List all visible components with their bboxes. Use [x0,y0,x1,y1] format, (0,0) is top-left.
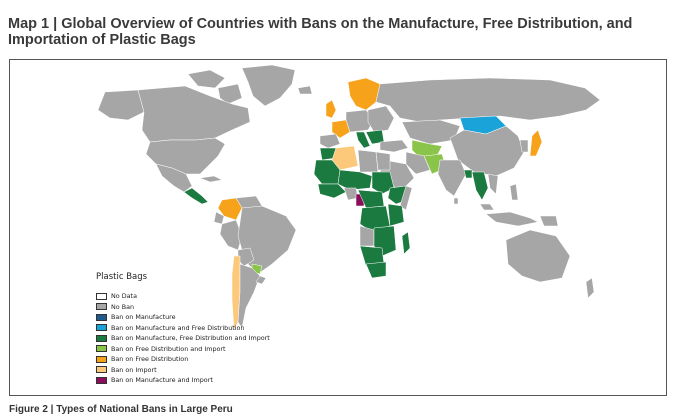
legend-item: Ban on Manufacture and Free Distribution [96,323,270,334]
egypt [375,151,391,171]
legend-item: No Data [96,291,270,302]
uk [325,99,337,119]
legend-swatch [96,345,107,353]
mexico [155,163,193,193]
spain-portugal [319,133,341,149]
legend-label: No Ban [111,302,135,311]
south-africa [365,261,387,279]
papua-new-guinea [539,215,559,227]
myanmar-thailand [471,171,489,201]
west-africa-coast [317,183,347,199]
legend-item: Ban on Manufacture, Free Distribution an… [96,333,270,344]
map-title: Map 1 | Global Overview of Countries wit… [8,16,633,48]
legend-label: Ban on Import [111,365,157,374]
algeria [331,145,359,171]
philippines [509,183,519,201]
legend-swatch [96,376,107,384]
legend-swatch [96,355,107,363]
east-africa [387,203,405,227]
legend-swatch [96,334,107,342]
bangladesh [463,169,473,179]
vietnam-laos [487,173,499,195]
iceland [297,85,313,95]
libya [357,149,379,173]
legend-label: Ban on Manufacture, Free Distribution an… [111,334,270,343]
canada-arctic-islands [187,69,226,89]
canada-arctic-islands-2 [217,83,243,105]
legend-label: Ban on Manufacture [111,313,176,322]
turkey [379,139,409,153]
france [331,119,351,139]
map-legend: Plastic Bags No Data No Ban Ban on Manuf… [96,272,270,386]
new-zealand [585,277,595,299]
map-frame: Plastic Bags No Data No Ban Ban on Manuf… [9,59,667,396]
legend-swatch [96,366,107,374]
figure-caption: Figure 2 | Types of National Bans in Lar… [9,404,233,415]
central-america [183,187,209,205]
niger-chad [337,169,373,191]
italy [355,131,371,149]
legend-label: Ban on Free Distribution [111,355,189,364]
malaysia [479,203,495,211]
sri-lanka [453,197,459,205]
cuba [199,175,223,183]
uruguay [255,275,267,285]
legend-item: Ban on Manufacture and Import [96,375,270,386]
canada [137,85,251,143]
central-europe [345,109,375,133]
legend-item: Ban on Free Distribution [96,354,270,365]
legend-item: No Ban [96,302,270,313]
world-map [97,64,601,331]
legend-label: Ban on Free Distribution and Import [111,344,226,353]
eastern-europe [367,105,395,133]
korea [519,139,529,153]
legend-title: Plastic Bags [96,272,148,282]
argentina [237,263,261,329]
chile [231,255,241,331]
australia [505,229,571,283]
indonesia [485,211,539,227]
alaska [97,89,145,121]
greenland [241,64,296,107]
legend-label: No Data [111,292,137,301]
legend-swatch [96,292,107,300]
legend-item: Ban on Manufacture [96,312,270,323]
madagascar [401,231,411,255]
scandinavia [347,77,381,111]
iran [405,151,431,175]
legend-label: Ban on Manufacture and Free Distribution [111,323,245,332]
legend-item: Ban on Free Distribution and Import [96,344,270,355]
legend-label: Ban on Manufacture and Import [111,376,213,385]
india [437,159,467,197]
legend-swatch [96,303,107,311]
russia [375,77,601,123]
japan [529,129,543,157]
somalia [399,185,413,211]
legend-item: Ban on Import [96,365,270,376]
usa [145,137,226,175]
legend-swatch [96,313,107,321]
sudan [371,171,395,195]
legend-swatch [96,324,107,332]
